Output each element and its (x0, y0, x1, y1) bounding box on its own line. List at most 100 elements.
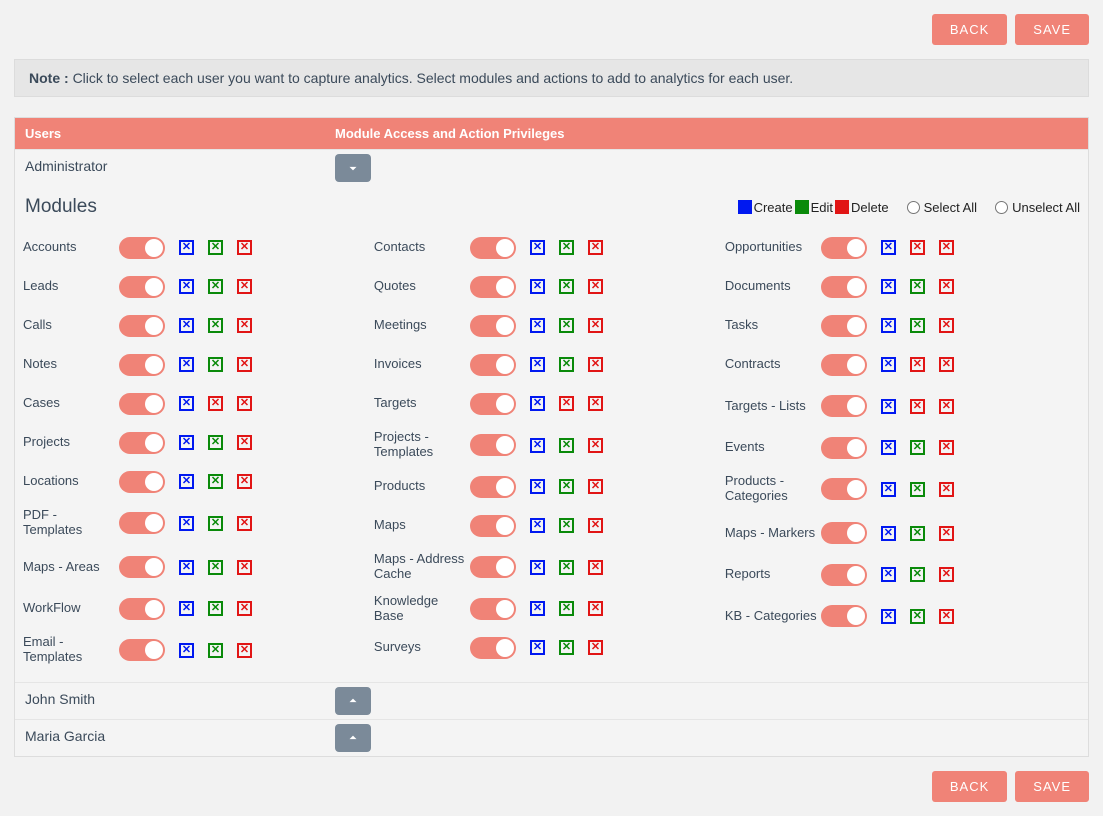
priv-delete-maps[interactable]: ✕ (588, 518, 603, 533)
priv-create-calls[interactable]: ✕ (179, 318, 194, 333)
priv-delete-pdf-templates[interactable]: ✕ (237, 516, 252, 531)
priv-delete-invoices[interactable]: ✕ (588, 357, 603, 372)
module-toggle-documents[interactable] (821, 276, 867, 298)
priv-edit-tasks[interactable]: ✕ (910, 318, 925, 333)
priv-create-accounts[interactable]: ✕ (179, 240, 194, 255)
priv-create-maps[interactable]: ✕ (530, 518, 545, 533)
priv-edit-kb-categories[interactable]: ✕ (910, 609, 925, 624)
priv-delete-maps-areas[interactable]: ✕ (237, 560, 252, 575)
module-toggle-targets-lists[interactable] (821, 395, 867, 417)
priv-create-tasks[interactable]: ✕ (881, 318, 896, 333)
priv-create-opportunities[interactable]: ✕ (881, 240, 896, 255)
expand-button-maria-garcia[interactable] (335, 724, 371, 752)
priv-delete-quotes[interactable]: ✕ (588, 279, 603, 294)
priv-delete-meetings[interactable]: ✕ (588, 318, 603, 333)
unselect-all-radio[interactable] (995, 201, 1008, 214)
module-toggle-opportunities[interactable] (821, 237, 867, 259)
module-toggle-reports[interactable] (821, 564, 867, 586)
priv-edit-events[interactable]: ✕ (910, 440, 925, 455)
back-button-bottom[interactable]: BACK (932, 771, 1007, 802)
priv-delete-documents[interactable]: ✕ (939, 279, 954, 294)
priv-delete-targets[interactable]: ✕ (559, 396, 574, 411)
priv-delete-accounts[interactable]: ✕ (237, 240, 252, 255)
priv-create-invoices[interactable]: ✕ (530, 357, 545, 372)
module-toggle-quotes[interactable] (470, 276, 516, 298)
priv-delete-products[interactable]: ✕ (588, 479, 603, 494)
priv-delete-kb-categories[interactable]: ✕ (939, 609, 954, 624)
save-button[interactable]: SAVE (1015, 14, 1089, 45)
priv-create-documents[interactable]: ✕ (881, 279, 896, 294)
priv-edit-maps[interactable]: ✕ (559, 518, 574, 533)
priv-create-workflow[interactable]: ✕ (179, 601, 194, 616)
module-toggle-targets[interactable] (470, 393, 516, 415)
module-toggle-knowledge-base[interactable] (470, 598, 516, 620)
priv-edit-locations[interactable]: ✕ (208, 474, 223, 489)
priv-create-contracts[interactable]: ✕ (881, 357, 896, 372)
module-toggle-maps-markers[interactable] (821, 522, 867, 544)
priv-create-locations[interactable]: ✕ (179, 474, 194, 489)
priv-edit-pdf-templates[interactable]: ✕ (208, 516, 223, 531)
module-toggle-maps-address-cache[interactable] (470, 556, 516, 578)
module-toggle-cases[interactable] (119, 393, 165, 415)
priv-edit-quotes[interactable]: ✕ (559, 279, 574, 294)
priv-create-events[interactable]: ✕ (881, 440, 896, 455)
priv-edit-accounts[interactable]: ✕ (208, 240, 223, 255)
select-all-radio[interactable] (907, 201, 920, 214)
priv-delete-opportunities[interactable]: ✕ (910, 240, 925, 255)
priv-delete-projects-templates[interactable]: ✕ (588, 438, 603, 453)
priv-create-kb-categories[interactable]: ✕ (881, 609, 896, 624)
module-toggle-maps[interactable] (470, 515, 516, 537)
expand-button-administrator[interactable] (335, 154, 371, 182)
priv-edit-products[interactable]: ✕ (559, 479, 574, 494)
module-toggle-workflow[interactable] (119, 598, 165, 620)
priv-delete-events[interactable]: ✕ (939, 440, 954, 455)
priv-edit-email-templates[interactable]: ✕ (208, 643, 223, 658)
priv-delete-targets[interactable]: ✕ (588, 396, 603, 411)
priv-delete-knowledge-base[interactable]: ✕ (588, 601, 603, 616)
module-toggle-tasks[interactable] (821, 315, 867, 337)
priv-delete-reports[interactable]: ✕ (939, 567, 954, 582)
priv-create-leads[interactable]: ✕ (179, 279, 194, 294)
module-toggle-email-templates[interactable] (119, 639, 165, 661)
module-toggle-invoices[interactable] (470, 354, 516, 376)
priv-create-notes[interactable]: ✕ (179, 357, 194, 372)
priv-edit-invoices[interactable]: ✕ (559, 357, 574, 372)
priv-delete-leads[interactable]: ✕ (237, 279, 252, 294)
priv-delete-notes[interactable]: ✕ (237, 357, 252, 372)
priv-edit-calls[interactable]: ✕ (208, 318, 223, 333)
priv-edit-reports[interactable]: ✕ (910, 567, 925, 582)
priv-delete-tasks[interactable]: ✕ (939, 318, 954, 333)
priv-delete-opportunities[interactable]: ✕ (939, 240, 954, 255)
priv-edit-maps-areas[interactable]: ✕ (208, 560, 223, 575)
priv-edit-knowledge-base[interactable]: ✕ (559, 601, 574, 616)
module-toggle-meetings[interactable] (470, 315, 516, 337)
priv-delete-cases[interactable]: ✕ (237, 396, 252, 411)
priv-create-projects[interactable]: ✕ (179, 435, 194, 450)
module-toggle-calls[interactable] (119, 315, 165, 337)
priv-create-maps-markers[interactable]: ✕ (881, 526, 896, 541)
priv-edit-meetings[interactable]: ✕ (559, 318, 574, 333)
module-toggle-locations[interactable] (119, 471, 165, 493)
priv-edit-contacts[interactable]: ✕ (559, 240, 574, 255)
priv-edit-projects-templates[interactable]: ✕ (559, 438, 574, 453)
priv-delete-products-categories[interactable]: ✕ (939, 482, 954, 497)
module-toggle-surveys[interactable] (470, 637, 516, 659)
priv-create-reports[interactable]: ✕ (881, 567, 896, 582)
priv-delete-locations[interactable]: ✕ (237, 474, 252, 489)
priv-delete-targets-lists[interactable]: ✕ (939, 399, 954, 414)
priv-create-pdf-templates[interactable]: ✕ (179, 516, 194, 531)
priv-delete-contracts[interactable]: ✕ (910, 357, 925, 372)
priv-delete-calls[interactable]: ✕ (237, 318, 252, 333)
priv-create-products-categories[interactable]: ✕ (881, 482, 896, 497)
priv-create-targets-lists[interactable]: ✕ (881, 399, 896, 414)
module-toggle-contacts[interactable] (470, 237, 516, 259)
priv-create-maps-areas[interactable]: ✕ (179, 560, 194, 575)
priv-edit-documents[interactable]: ✕ (910, 279, 925, 294)
module-toggle-accounts[interactable] (119, 237, 165, 259)
priv-edit-surveys[interactable]: ✕ (559, 640, 574, 655)
priv-delete-email-templates[interactable]: ✕ (237, 643, 252, 658)
module-toggle-notes[interactable] (119, 354, 165, 376)
priv-delete-targets-lists[interactable]: ✕ (910, 399, 925, 414)
priv-delete-maps-address-cache[interactable]: ✕ (588, 560, 603, 575)
priv-delete-cases[interactable]: ✕ (208, 396, 223, 411)
